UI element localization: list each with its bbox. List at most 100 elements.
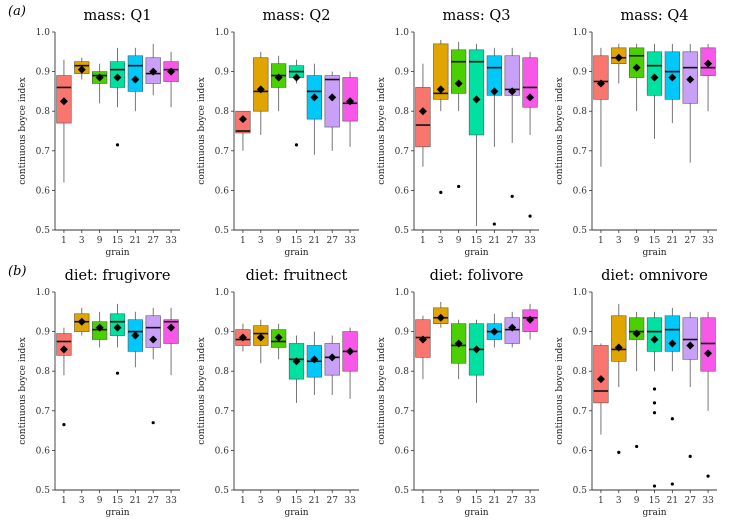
mean-diamond bbox=[292, 73, 301, 82]
y-tick-label: 0.8 bbox=[395, 107, 410, 117]
x-tick-label: 3 bbox=[616, 236, 622, 246]
x-tick-label: 27 bbox=[147, 496, 159, 506]
mean-diamond bbox=[238, 333, 247, 342]
y-tick-label: 0.6 bbox=[395, 446, 410, 456]
x-tick-label: 3 bbox=[616, 496, 622, 506]
y-tick-label: 0.7 bbox=[215, 407, 230, 417]
mean-diamond bbox=[346, 347, 355, 356]
box-iqr bbox=[682, 317, 698, 360]
x-tick-label: 33 bbox=[165, 496, 177, 506]
mean-diamond bbox=[418, 335, 427, 344]
x-tick-label: 27 bbox=[506, 236, 518, 246]
mean-diamond bbox=[704, 59, 713, 68]
outlier-point bbox=[652, 401, 657, 405]
y-tick-label: 0.8 bbox=[573, 367, 588, 377]
y-tick-label: 0.9 bbox=[573, 68, 588, 78]
mean-diamond bbox=[256, 85, 265, 94]
x-tick-label: 1 bbox=[598, 496, 604, 506]
mean-diamond bbox=[113, 73, 122, 82]
y-tick-label: 0.9 bbox=[573, 328, 588, 338]
outlier-point bbox=[635, 444, 639, 449]
mean-diamond bbox=[454, 79, 463, 88]
x-tick-label: 21 bbox=[130, 496, 141, 506]
x-tick-label: 27 bbox=[684, 496, 696, 506]
mean-diamond bbox=[167, 323, 176, 332]
y-tick-label: 1.0 bbox=[36, 288, 51, 298]
x-tick-label: 21 bbox=[667, 236, 678, 246]
x-axis-label: grain bbox=[105, 248, 129, 258]
y-tick-label: 1.0 bbox=[395, 288, 410, 298]
mean-diamond bbox=[668, 339, 677, 348]
y-tick-label: 1.0 bbox=[215, 288, 230, 298]
x-tick-label: 1 bbox=[61, 496, 67, 506]
x-tick-label: 33 bbox=[165, 236, 177, 246]
chart-panel: diet: omnivore continuous boyce index 0.5 0… bbox=[555, 268, 717, 518]
chart-panel: mass: Q4 continuous boyce index 0.5 0.6 0.7 0… bbox=[555, 8, 717, 258]
x-tick-label: 1 bbox=[598, 236, 604, 246]
chart-title: diet: fruitnect bbox=[246, 268, 348, 284]
x-axis-label: grain bbox=[284, 248, 308, 258]
mean-diamond bbox=[59, 345, 68, 354]
mean-diamond bbox=[472, 95, 481, 104]
mean-diamond bbox=[650, 335, 659, 344]
x-tick-label: 9 bbox=[456, 496, 462, 506]
mean-diamond bbox=[149, 67, 158, 76]
mean-diamond bbox=[59, 97, 68, 106]
x-tick-label: 15 bbox=[291, 236, 303, 246]
mean-diamond bbox=[328, 353, 337, 362]
outlier-point bbox=[439, 190, 443, 194]
mean-diamond bbox=[596, 375, 605, 384]
y-axis-label: continuous boyce index bbox=[197, 77, 207, 184]
y-tick-label: 1.0 bbox=[215, 28, 230, 38]
x-tick-label: 27 bbox=[684, 236, 696, 246]
y-tick-label: 0.5 bbox=[36, 226, 51, 236]
box-iqr bbox=[253, 57, 269, 112]
box-iqr bbox=[56, 333, 72, 356]
chart-title: diet: folivore bbox=[430, 268, 524, 284]
y-tick-label: 0.6 bbox=[36, 446, 51, 456]
mean-diamond bbox=[328, 93, 337, 102]
y-tick-label: 0.9 bbox=[395, 328, 410, 338]
mean-diamond bbox=[95, 323, 104, 332]
mean-diamond bbox=[274, 333, 283, 342]
mean-diamond bbox=[131, 331, 140, 340]
x-tick-label: 15 bbox=[291, 496, 303, 506]
x-tick-label: 3 bbox=[258, 496, 264, 506]
mean-diamond bbox=[704, 349, 713, 358]
x-tick-label: 21 bbox=[489, 496, 500, 506]
box-iqr bbox=[522, 57, 538, 108]
y-tick-label: 0.6 bbox=[395, 186, 410, 196]
x-tick-label: 9 bbox=[276, 496, 282, 506]
mean-diamond bbox=[614, 53, 623, 62]
mean-diamond bbox=[490, 87, 499, 96]
outlier-point bbox=[652, 484, 657, 488]
box-iqr bbox=[664, 315, 680, 352]
y-tick-label: 0.6 bbox=[36, 186, 51, 196]
y-tick-label: 0.7 bbox=[215, 147, 230, 157]
x-tick-label: 21 bbox=[130, 236, 141, 246]
y-tick-label: 0.8 bbox=[215, 107, 230, 117]
outlier-point bbox=[457, 184, 461, 189]
x-tick-label: 33 bbox=[344, 236, 356, 246]
outlier-point bbox=[510, 194, 514, 198]
mean-diamond bbox=[596, 79, 605, 88]
box-iqr bbox=[700, 317, 716, 372]
box-iqr bbox=[646, 317, 663, 352]
y-tick-label: 0.5 bbox=[215, 486, 230, 496]
x-tick-label: 27 bbox=[147, 236, 159, 246]
mean-diamond bbox=[131, 75, 140, 84]
y-axis-label: continuous boyce index bbox=[377, 77, 387, 184]
chart-title: mass: Q1 bbox=[84, 8, 152, 24]
y-tick-label: 0.6 bbox=[215, 446, 230, 456]
outlier-point bbox=[652, 411, 657, 415]
mean-diamond bbox=[526, 93, 535, 102]
y-axis-label: continuous boyce index bbox=[555, 337, 565, 444]
mean-diamond bbox=[686, 75, 695, 84]
y-tick-label: 0.9 bbox=[215, 68, 230, 78]
x-tick-label: 15 bbox=[649, 496, 661, 506]
x-tick-label: 9 bbox=[634, 236, 640, 246]
x-tick-label: 1 bbox=[240, 236, 246, 246]
chart-panel: mass: Q3 continuous boyce index 0.5 0.6 0.7 0… bbox=[377, 8, 539, 258]
x-tick-label: 21 bbox=[489, 236, 500, 246]
mean-diamond bbox=[167, 67, 176, 76]
